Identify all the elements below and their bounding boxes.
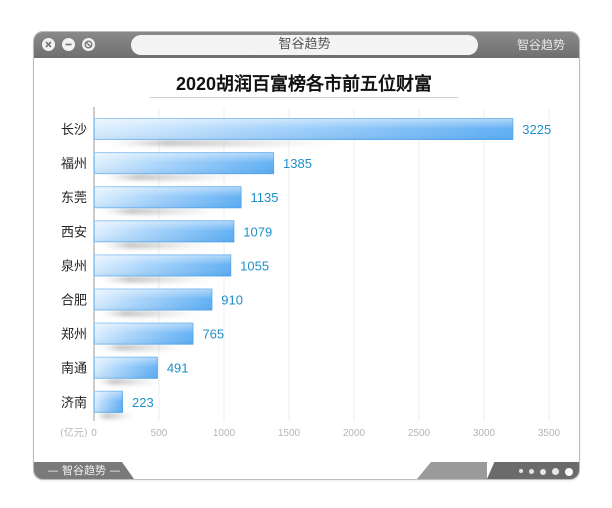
bar-gloss <box>94 118 514 140</box>
bar-shadow <box>100 208 224 215</box>
bar-shadow <box>101 173 248 181</box>
bar-shadow <box>99 242 219 249</box>
bar-outline <box>94 186 242 209</box>
brand-label-top: 智谷趋势 <box>516 38 565 52</box>
value-label: 1385 <box>283 156 312 171</box>
value-label: 1135 <box>251 190 279 205</box>
address-bar[interactable]: 智谷趋势 <box>131 35 478 55</box>
category-label: 济南 <box>61 395 87 411</box>
x-tick-label: 500 <box>151 428 168 439</box>
bar-gloss <box>94 356 158 379</box>
x-tick-label: 3500 <box>538 428 561 439</box>
category-label: 福州 <box>61 157 87 172</box>
category-label: 泉州 <box>61 258 87 274</box>
title-bar: 智谷趋势 智谷趋势 <box>34 32 579 58</box>
bar-shadow <box>96 412 137 419</box>
block-icon[interactable] <box>82 38 95 51</box>
category-label: 东莞 <box>61 191 87 206</box>
bar-shadow <box>106 139 346 147</box>
value-label: 910 <box>221 293 243 308</box>
bar-gloss <box>94 322 194 345</box>
pager-dot-icon[interactable] <box>540 469 546 475</box>
x-tick-label: 0 <box>91 428 97 439</box>
pager-dot-icon[interactable] <box>519 469 523 473</box>
bar-shadow <box>99 310 202 317</box>
chart-title: 2020胡润百富榜各市前五位财富 <box>175 74 433 94</box>
value-label: 491 <box>167 361 189 376</box>
bar-gloss <box>94 390 123 413</box>
bar-gloss <box>94 186 242 209</box>
value-label: 223 <box>132 395 154 410</box>
bar-gloss <box>94 254 232 277</box>
category-label: 郑州 <box>61 328 87 343</box>
bar-shadow <box>98 344 189 351</box>
value-label: 1079 <box>243 224 272 239</box>
close-icon[interactable] <box>42 38 55 51</box>
bar-outline <box>94 152 275 175</box>
value-label: 3225 <box>522 122 551 137</box>
value-label: 765 <box>202 327 224 342</box>
bar-gloss <box>94 220 235 243</box>
x-tick-label: 1000 <box>213 428 236 439</box>
category-label: 合肥 <box>61 294 87 309</box>
bar-outline <box>94 220 235 243</box>
title-divider <box>150 97 458 98</box>
bar-outline <box>94 288 213 311</box>
bar-outline <box>94 254 232 277</box>
pager-dot-icon[interactable] <box>552 468 559 475</box>
footer-tab <box>417 462 487 479</box>
bar-outline <box>94 390 123 413</box>
bar-outline <box>94 118 514 140</box>
footer-pager <box>487 462 579 479</box>
x-tick-label: 1500 <box>278 428 301 439</box>
category-label: 南通 <box>61 361 87 377</box>
unit-label: (亿元) <box>60 426 88 439</box>
bar-shadow <box>99 276 216 283</box>
value-label: 1055 <box>240 258 269 273</box>
bar-gloss <box>94 152 275 175</box>
x-tick-label: 3000 <box>473 428 496 439</box>
bar-outline <box>94 322 194 345</box>
bar-shadow <box>97 378 162 385</box>
category-label: 西安 <box>61 225 87 240</box>
minimize-icon[interactable] <box>62 38 75 51</box>
x-tick-label: 2500 <box>408 428 431 439</box>
x-tick-label: 2000 <box>343 428 366 439</box>
category-label: 长沙 <box>61 123 87 138</box>
pager-dot-icon[interactable] <box>565 468 573 476</box>
pager-dot-icon[interactable] <box>529 469 534 474</box>
bar-gloss <box>94 288 213 311</box>
footer-brand: — 智谷趋势 — <box>34 462 134 479</box>
bar-outline <box>94 356 158 379</box>
